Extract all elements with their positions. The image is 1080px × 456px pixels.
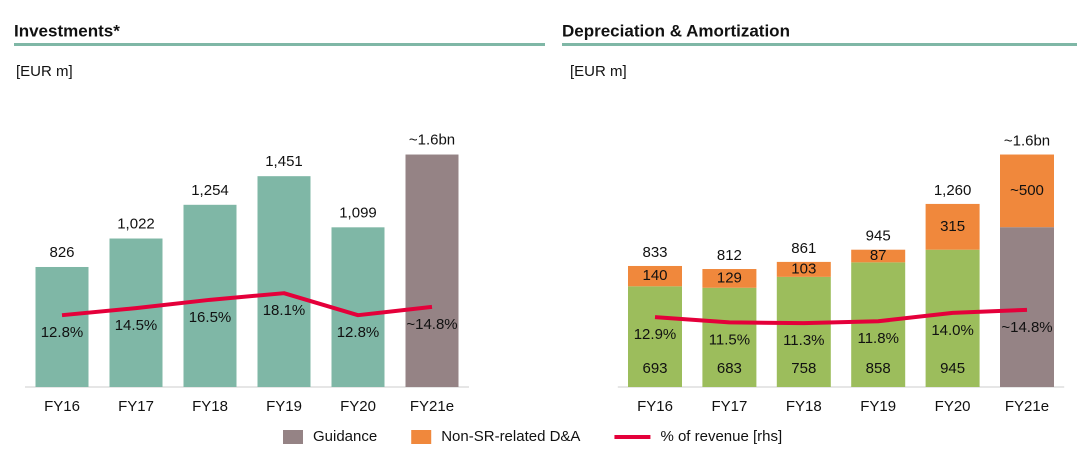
line-label: 12.8%: [337, 324, 380, 341]
legend-swatch: [283, 430, 303, 444]
total-label: 833: [642, 244, 667, 261]
value-label: 1,022: [117, 215, 155, 232]
value-label: ~500: [1010, 182, 1044, 199]
bar: [183, 204, 237, 387]
bar: [1000, 227, 1054, 387]
bar: [109, 238, 163, 387]
x-tick-label: FY21e: [1005, 398, 1049, 415]
line: [61, 291, 433, 318]
x-tick-label: FY20: [340, 398, 376, 415]
x-tick-label: FY17: [711, 398, 747, 415]
bar: [405, 154, 459, 387]
bar: [331, 227, 385, 387]
value-label: 858: [866, 360, 891, 377]
line-label: 12.9%: [634, 326, 677, 343]
x-tick-label: FY16: [44, 398, 80, 415]
bar: [702, 269, 757, 288]
value-label: 758: [791, 360, 816, 377]
bar: [628, 265, 682, 287]
bar: [925, 203, 980, 250]
bar: [257, 176, 311, 387]
bar: [702, 287, 757, 387]
value-label: 945: [940, 360, 965, 377]
bar: [925, 249, 980, 387]
value-label: 315: [940, 218, 965, 235]
value-label: 1,254: [191, 182, 229, 199]
value-label: 129: [717, 269, 742, 286]
value-label: 103: [791, 260, 816, 277]
value-label: 683: [717, 360, 742, 377]
bar: [776, 276, 831, 387]
bar: [776, 261, 831, 277]
x-tick-label: FY19: [266, 398, 302, 415]
x-tick-label: FY19: [860, 398, 896, 415]
bar: [851, 249, 906, 263]
value-label: 1,451: [265, 153, 303, 170]
x-tick-label: FY16: [637, 398, 673, 415]
x-tick-label: FY18: [192, 398, 228, 415]
x-tick-label: FY21e: [410, 398, 454, 415]
line-label: ~14.8%: [1001, 319, 1052, 336]
legend-label: % of revenue [rhs]: [660, 428, 782, 445]
total-label: ~1.6bn: [1004, 132, 1050, 149]
total-label: 1,260: [934, 182, 972, 199]
x-tick-label: FY20: [935, 398, 971, 415]
value-label: 140: [642, 267, 667, 284]
value-label: ~1.6bn: [409, 131, 455, 148]
line-label: 14.0%: [931, 322, 974, 339]
unit-label: [EUR m]: [16, 63, 73, 80]
legend-swatch: [411, 430, 432, 444]
x-tick-label: FY18: [786, 398, 822, 415]
chart-title: Investments*: [14, 21, 120, 40]
total-label: 861: [791, 240, 816, 257]
bar: [35, 266, 89, 387]
line-label: 14.5%: [115, 317, 158, 334]
legend-label: Guidance: [313, 428, 377, 445]
total-label: 945: [866, 228, 891, 245]
line-label: 11.8%: [857, 330, 898, 347]
bar: [851, 262, 906, 387]
chart-title: Depreciation & Amortization: [562, 21, 790, 40]
line-label: 11.3%: [783, 332, 824, 349]
line: [654, 307, 1028, 326]
total-label: 812: [717, 247, 742, 264]
value-label: 826: [49, 244, 74, 261]
unit-label: [EUR m]: [570, 63, 627, 80]
value-label: 87: [870, 247, 887, 264]
line-label: 12.8%: [41, 324, 84, 341]
x-tick-label: FY17: [118, 398, 154, 415]
value-label: 693: [642, 360, 667, 377]
bar: [628, 286, 682, 387]
line-label: 18.1%: [263, 302, 306, 319]
bar: [1000, 154, 1054, 228]
line-label: ~14.8%: [406, 316, 457, 333]
line-label: 11.5%: [709, 331, 750, 348]
legend-label: Non-SR-related D&A: [441, 428, 580, 445]
line-label: 16.5%: [189, 309, 232, 326]
value-label: 1,099: [339, 204, 377, 221]
